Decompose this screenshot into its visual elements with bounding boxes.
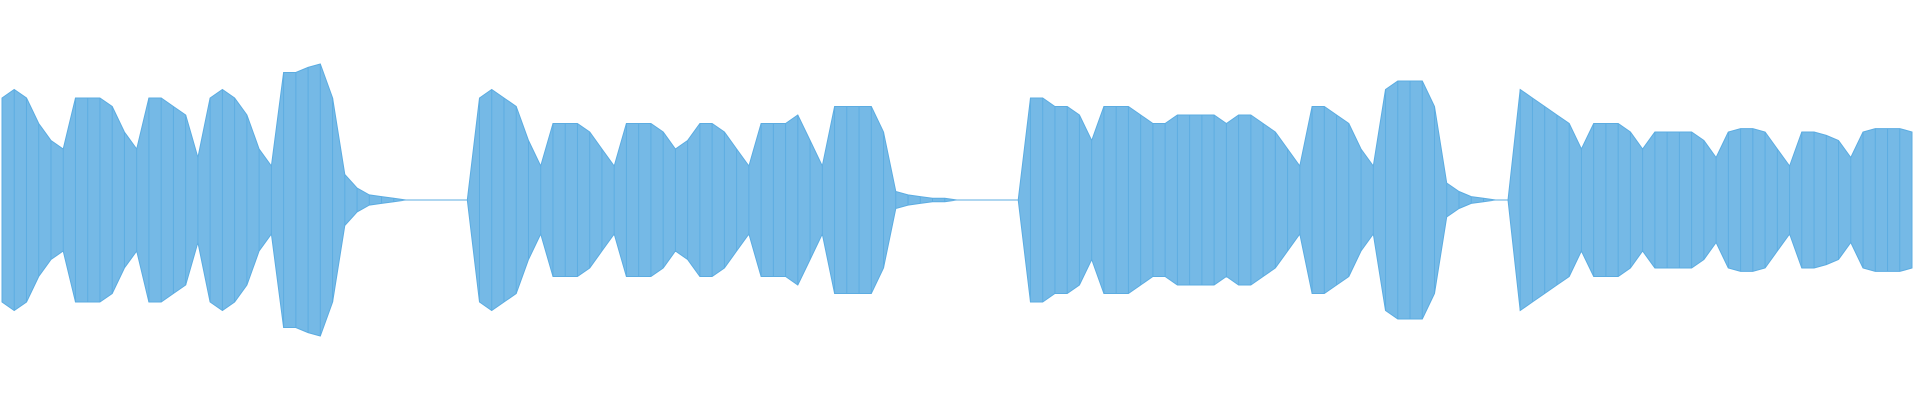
waveform-envelope bbox=[1, 63, 1913, 337]
